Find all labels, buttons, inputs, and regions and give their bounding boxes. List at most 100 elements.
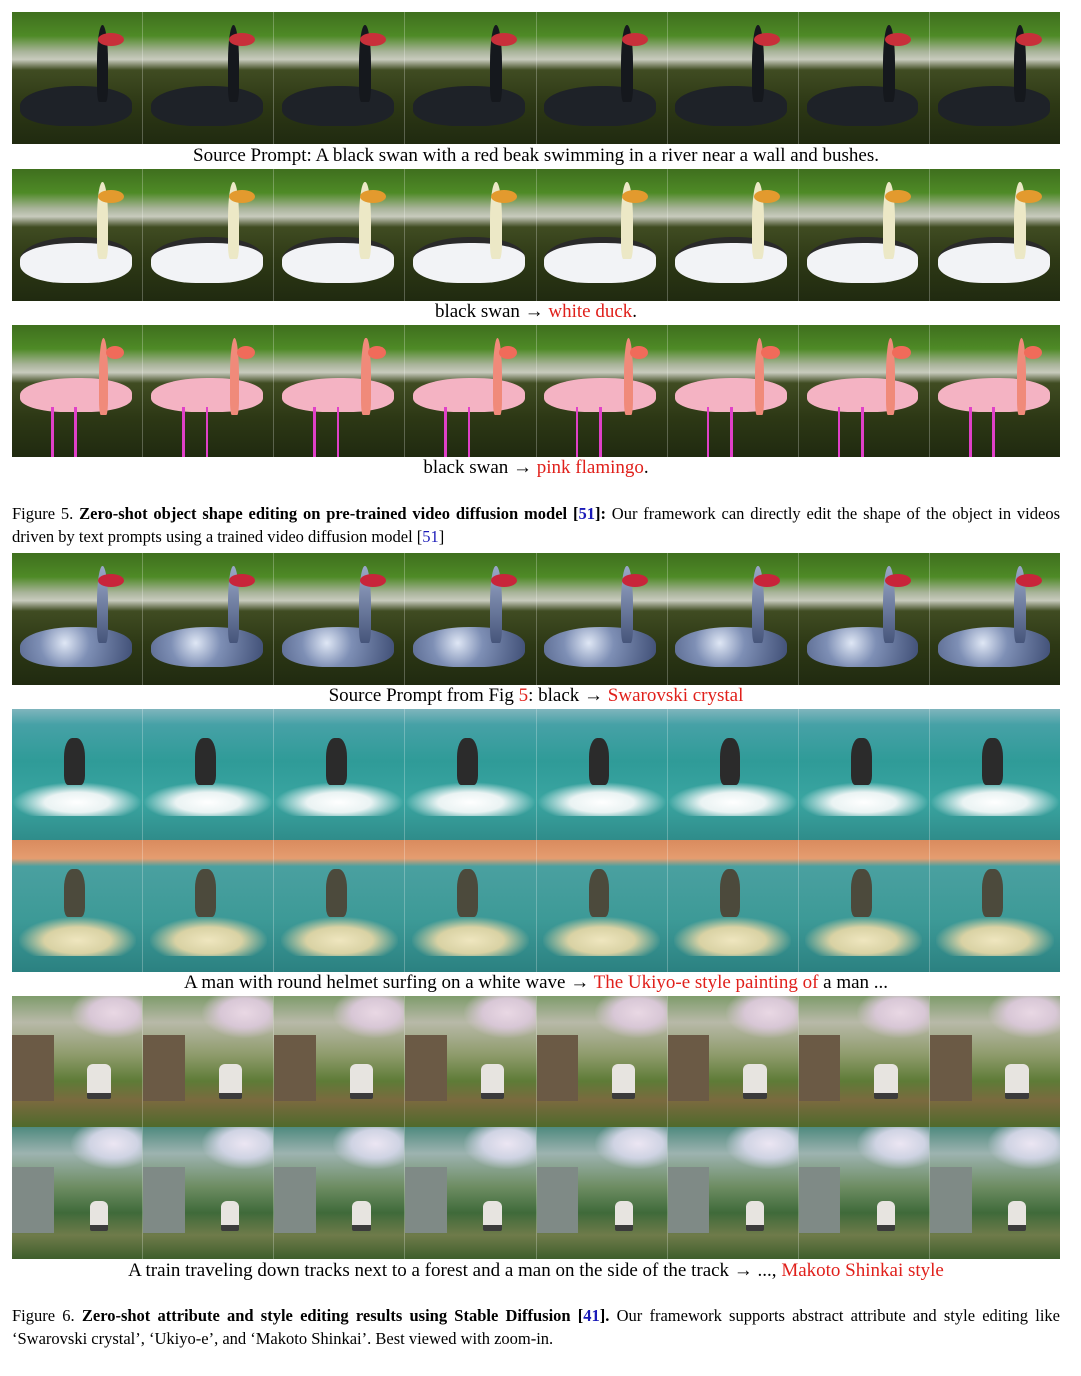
flamingo-head bbox=[499, 346, 518, 360]
video-frame bbox=[667, 840, 799, 972]
flamingo-neck bbox=[885, 338, 896, 415]
flamingo-head bbox=[892, 346, 911, 360]
train-caption: A train traveling down tracks next to a … bbox=[12, 1260, 1060, 1282]
crystal-swan-beak bbox=[229, 574, 256, 588]
video-frame bbox=[798, 553, 930, 685]
painted-surfer bbox=[588, 869, 610, 917]
station-building bbox=[274, 1166, 316, 1233]
train bbox=[1007, 1200, 1027, 1231]
video-frame bbox=[798, 709, 930, 840]
flamingo-head bbox=[367, 346, 387, 360]
train bbox=[743, 1064, 767, 1099]
flamingo-body bbox=[675, 377, 788, 413]
duck-beak bbox=[884, 190, 911, 204]
crystal-swan-body bbox=[675, 626, 788, 667]
flamingo-body bbox=[413, 377, 526, 413]
crystal-swan-neck bbox=[883, 566, 896, 643]
caption-highlight: white duck bbox=[548, 301, 633, 322]
video-frame bbox=[798, 996, 930, 1127]
swan-beak bbox=[360, 33, 387, 47]
painted-surfer bbox=[326, 869, 348, 917]
citation-link[interactable]: 41 bbox=[583, 1306, 600, 1325]
station-building bbox=[536, 1035, 579, 1101]
train bbox=[352, 1200, 371, 1231]
video-frame bbox=[929, 553, 1060, 685]
crystal-swan-neck bbox=[752, 566, 764, 643]
video-frame bbox=[274, 12, 406, 144]
cherry-blossom bbox=[595, 996, 667, 1038]
duck-body bbox=[19, 236, 132, 283]
station-building bbox=[405, 1166, 447, 1233]
video-frame bbox=[536, 12, 668, 144]
video-frame bbox=[667, 709, 799, 840]
train bbox=[745, 1200, 764, 1231]
flamingo-neck bbox=[1017, 338, 1027, 415]
figure-title: Zero-shot attribute and style editing re… bbox=[81, 1306, 610, 1325]
caption-plain: A man with round helmet surfing on a whi… bbox=[183, 972, 594, 993]
video-frame bbox=[12, 169, 144, 301]
swan-neck bbox=[227, 25, 240, 102]
station-building bbox=[12, 1166, 54, 1233]
video-frame bbox=[798, 840, 930, 972]
video-frame bbox=[274, 325, 406, 457]
crystal-swan-frames bbox=[12, 553, 1060, 685]
cherry-blossom bbox=[70, 1127, 143, 1170]
crystal-swan-beak bbox=[1015, 574, 1042, 588]
swan-neck bbox=[96, 25, 109, 102]
flamingo-head bbox=[630, 346, 649, 360]
video-frame bbox=[929, 709, 1060, 840]
video-frame bbox=[405, 12, 537, 144]
painted-surfer bbox=[195, 869, 216, 917]
duck-beak bbox=[753, 190, 780, 204]
citation-link[interactable]: 51 bbox=[422, 527, 439, 546]
flamingo-frames bbox=[12, 325, 1060, 457]
surfer bbox=[981, 737, 1003, 785]
crystal-swan-body bbox=[150, 626, 263, 667]
video-frame bbox=[274, 1127, 406, 1259]
swan-beak bbox=[622, 33, 649, 47]
crystal-swan-neck bbox=[358, 566, 371, 643]
caption-highlight: Makoto Shinkai style bbox=[781, 1260, 944, 1281]
white-wave bbox=[274, 782, 405, 817]
swan-neck bbox=[358, 25, 371, 102]
train bbox=[349, 1064, 374, 1099]
video-frame bbox=[405, 169, 537, 301]
video-frame bbox=[667, 996, 799, 1127]
flamingo-caption: black swan → pink flamingo. bbox=[12, 457, 1060, 479]
flamingo-leg bbox=[74, 406, 78, 457]
video-frame bbox=[143, 996, 275, 1127]
painted-wave bbox=[280, 916, 398, 957]
video-frame bbox=[536, 553, 668, 685]
duck-body bbox=[806, 236, 919, 283]
caption-end: . bbox=[632, 301, 638, 322]
crystal-swan-neck bbox=[489, 566, 502, 643]
video-frame bbox=[536, 840, 668, 972]
duck-beak bbox=[622, 190, 649, 204]
video-frame bbox=[143, 553, 275, 685]
swan-body bbox=[544, 85, 657, 126]
duck-neck bbox=[358, 182, 371, 259]
citation-link[interactable]: 51 bbox=[578, 504, 595, 523]
crystal-swan-body bbox=[544, 626, 657, 667]
duck-neck bbox=[96, 182, 109, 259]
video-frame bbox=[143, 12, 275, 144]
crystal-swan-caption: Source Prompt from Fig 5: black → Swarov… bbox=[12, 685, 1060, 707]
swan-beak bbox=[1015, 33, 1042, 47]
surfer bbox=[195, 737, 216, 785]
station-building bbox=[929, 1166, 972, 1233]
white-duck-frames bbox=[12, 169, 1060, 301]
cherry-blossom bbox=[988, 1127, 1060, 1170]
crystal-swan-beak bbox=[753, 574, 780, 588]
station-building bbox=[667, 1166, 710, 1233]
flamingo-leg bbox=[730, 406, 733, 457]
black-swan-frames bbox=[12, 12, 1060, 144]
train bbox=[876, 1200, 896, 1231]
cherry-blossom bbox=[332, 1127, 405, 1170]
citation-link[interactable]: 5 bbox=[518, 685, 529, 706]
figure-text: Our framework can directly edit the shap… bbox=[12, 504, 1060, 546]
painted-surfer bbox=[850, 869, 872, 917]
flamingo-leg bbox=[837, 406, 841, 457]
video-frame bbox=[405, 1127, 537, 1259]
flamingo-body bbox=[806, 377, 919, 413]
duck-neck bbox=[621, 182, 633, 259]
